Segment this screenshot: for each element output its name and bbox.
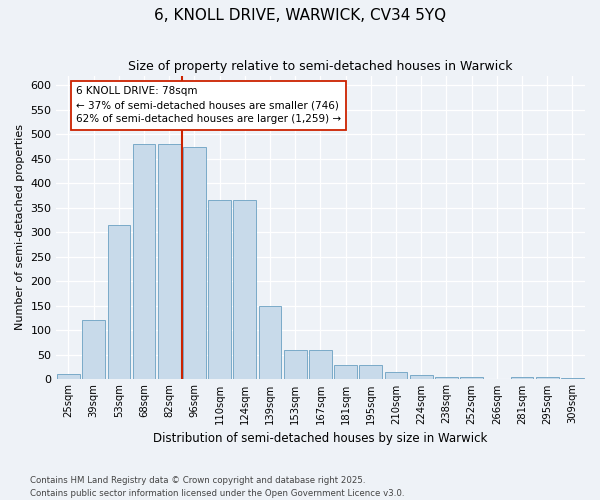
Bar [359, 366, 382, 379]
Bar [158, 144, 181, 379]
Bar [410, 375, 433, 379]
Text: Contains HM Land Registry data © Crown copyright and database right 2025.
Contai: Contains HM Land Registry data © Crown c… [30, 476, 404, 498]
Bar [309, 350, 332, 379]
Bar [57, 374, 80, 379]
X-axis label: Distribution of semi-detached houses by size in Warwick: Distribution of semi-detached houses by … [153, 432, 488, 445]
Bar [208, 200, 231, 379]
Bar [460, 376, 483, 379]
Bar [561, 378, 584, 379]
Bar [133, 144, 155, 379]
Bar [82, 320, 105, 379]
Bar [259, 306, 281, 379]
Title: Size of property relative to semi-detached houses in Warwick: Size of property relative to semi-detach… [128, 60, 512, 73]
Bar [536, 376, 559, 379]
Bar [107, 225, 130, 379]
Y-axis label: Number of semi-detached properties: Number of semi-detached properties [15, 124, 25, 330]
Bar [284, 350, 307, 379]
Bar [183, 146, 206, 379]
Bar [233, 200, 256, 379]
Bar [435, 376, 458, 379]
Text: 6, KNOLL DRIVE, WARWICK, CV34 5YQ: 6, KNOLL DRIVE, WARWICK, CV34 5YQ [154, 8, 446, 22]
Bar [511, 376, 533, 379]
Bar [385, 372, 407, 379]
Text: 6 KNOLL DRIVE: 78sqm
← 37% of semi-detached houses are smaller (746)
62% of semi: 6 KNOLL DRIVE: 78sqm ← 37% of semi-detac… [76, 86, 341, 124]
Bar [334, 366, 357, 379]
